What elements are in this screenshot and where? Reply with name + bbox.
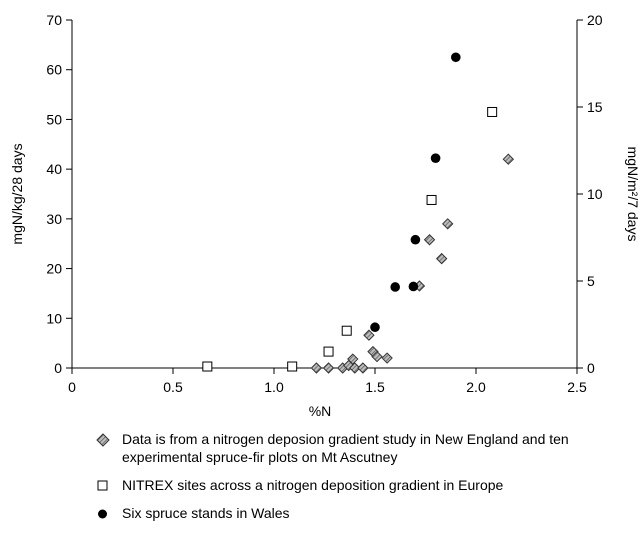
x-tick-label: 2.0 (466, 379, 486, 395)
data-point-new-england (310, 362, 323, 374)
legend-item-nitrex: NITREX sites across a nitrogen depositio… (96, 476, 636, 494)
y-tick-label-right: 15 (587, 99, 603, 115)
y-tick-label-left: 30 (46, 211, 62, 227)
y-tick-label-right: 0 (587, 360, 595, 376)
scatter-chart: 0 0.5 1.0 1.5 2.0 2.501020304050607005101520 … (9, 12, 640, 419)
y-axis-title-right: mgN/m²/7 days (625, 147, 640, 242)
y-tick-label-left: 0 (54, 360, 62, 376)
data-point-wales (370, 322, 380, 333)
data-point-new-england (349, 362, 361, 374)
data-point-new-england (347, 353, 359, 365)
data-point-wales (451, 52, 461, 63)
data-point-nitrex (287, 361, 298, 372)
y-tick-label-left: 50 (46, 111, 62, 127)
data-point-new-england (371, 350, 383, 363)
legend-item-wales: Six spruce stands in Wales (96, 504, 636, 522)
data-point-new-england (423, 234, 436, 246)
filled-circle-icon (98, 509, 107, 519)
x-tick-label: 0 (68, 379, 76, 395)
x-tick-label: 0.5 (163, 379, 183, 395)
hatched-diamond-icon (96, 433, 110, 447)
data-point-nitrex (202, 361, 213, 372)
data-point-new-england (357, 362, 369, 374)
data-point-new-england (435, 252, 448, 265)
data-point-wales (410, 234, 421, 245)
x-tick-label: 2.5 (567, 379, 587, 395)
x-tick-label: 1.0 (264, 379, 284, 395)
data-point-nitrex (341, 325, 352, 336)
data-point-wales (430, 153, 441, 164)
legend-label-wales: Six spruce stands in Wales (122, 505, 290, 521)
y-tick-label-left: 40 (46, 161, 62, 177)
x-axis-title: %N (309, 403, 332, 419)
data-point-nitrex (487, 106, 498, 117)
y-tick-label-left: 10 (46, 310, 62, 326)
y-axis-title-left: mgN/kg/28 days (9, 143, 25, 244)
y-tick-label-right: 10 (587, 186, 603, 202)
y-tick-label-left: 70 (46, 12, 62, 28)
x-tick-label: 1.5 (365, 379, 385, 395)
y-tick-label-right: 5 (587, 273, 595, 289)
open-square-icon (97, 480, 108, 491)
legend-item-new-england: Data is from a nitrogen deposion gradien… (96, 430, 636, 466)
data-point-nitrex (323, 346, 334, 357)
data-point-wales (390, 282, 401, 292)
y-tick-label-left: 20 (46, 261, 62, 277)
data-point-new-england (381, 352, 393, 364)
legend-label-new-england: Data is from a nitrogen deposion gradien… (122, 431, 569, 465)
y-tick-label-right: 20 (587, 12, 603, 28)
data-point-new-england (322, 362, 335, 374)
chart-legend: Data is from a nitrogen deposion gradien… (96, 430, 636, 532)
data-points (202, 52, 515, 374)
data-point-nitrex (426, 194, 437, 205)
y-tick-label-left: 60 (46, 62, 62, 78)
data-point-wales (408, 281, 419, 292)
data-point-new-england (502, 153, 515, 165)
data-point-new-england (442, 218, 454, 230)
legend-label-nitrex: NITREX sites across a nitrogen depositio… (122, 477, 504, 493)
data-point-new-england (363, 329, 375, 341)
